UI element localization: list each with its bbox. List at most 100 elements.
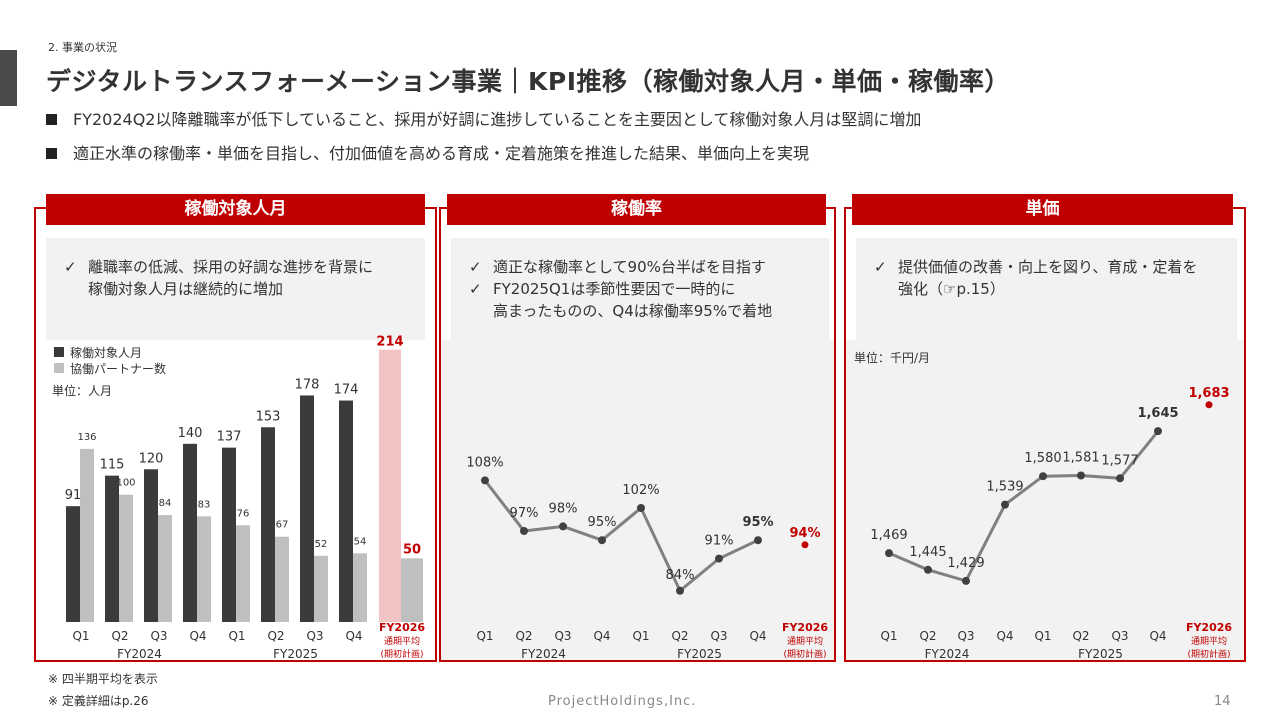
forecast-label: FY2026 [782, 621, 828, 634]
section-label: 2. 事業の状況 [48, 41, 117, 54]
x-tick-label: Q2 [1072, 629, 1089, 643]
forecast-value-label: 214 [376, 335, 403, 350]
x-tick-label: Q2 [267, 629, 284, 643]
bar-value-label: 84 [159, 498, 172, 509]
x-tick-label: Q2 [111, 629, 128, 643]
data-point [754, 536, 762, 545]
check-icon: ✓ [469, 258, 482, 276]
x-group-label: FY2024 [117, 647, 162, 661]
unit-label-unit-price: 単位：千円/月 [854, 351, 931, 365]
bar-value-label: 137 [217, 430, 242, 445]
bar-man-months [183, 443, 197, 622]
bar-value-label: 153 [256, 409, 281, 424]
x-tick-label: Q4 [593, 629, 610, 643]
data-point [962, 576, 970, 585]
forecast-point [1205, 401, 1213, 409]
forecast-value-label: 50 [403, 542, 421, 557]
bar-value-label: 83 [198, 499, 211, 510]
data-label: 95% [588, 515, 617, 530]
x-tick-label: Q4 [345, 629, 362, 643]
x-tick-label: Q4 [189, 629, 206, 643]
data-point [1116, 474, 1124, 483]
x-tick-label: Q4 [749, 629, 766, 643]
x-tick-label: Q2 [515, 629, 532, 643]
check-icon: ✓ [469, 280, 482, 298]
bullet-2: 適正水準の稼働率・単価を目指し、付加価値を高める育成・定着施策を推進した結果、単… [46, 140, 809, 164]
x-tick-label: Q3 [1111, 629, 1128, 643]
data-point [520, 527, 528, 535]
bar-value-label: 140 [178, 426, 203, 441]
x-group-label: FY2025 [1078, 647, 1123, 661]
forecast-sublabel: (期初計画) [380, 648, 423, 660]
footnote-1: ※ 四半期平均を表示 [48, 672, 158, 686]
plot-bg-utilization [441, 340, 834, 660]
panel-utilization-title: 稼働率 [447, 194, 826, 225]
x-tick-label: Q1 [72, 629, 89, 643]
data-label: 1,581 [1062, 451, 1099, 466]
x-tick-label: Q4 [996, 629, 1013, 643]
chart-utilization: 108% 97% 98% 95% 102% 84% 91% 95% 94% Q1 Q2 Q3 Q4 Q1 Q… [466, 455, 828, 661]
note-text: 強化（☞p.15） [898, 280, 1005, 298]
bar-value-label: 178 [295, 377, 320, 392]
data-label: 1,645 [1137, 406, 1178, 421]
data-label: 1,445 [909, 545, 946, 560]
plot-bg-unit-price [846, 340, 1244, 660]
data-label: 98% [549, 501, 578, 516]
x-tick-label: Q4 [1149, 629, 1166, 643]
x-tick-label: Q1 [632, 629, 649, 643]
data-label: 102% [622, 483, 659, 498]
check-icon: ✓ [64, 258, 77, 276]
data-point [481, 476, 489, 485]
bar-legend: 稼働対象人月 協働パートナー数 [54, 345, 166, 377]
x-tick-label: Q2 [919, 629, 936, 643]
note-row: 強化（☞p.15） [874, 278, 1227, 300]
forecast-label: FY2026 [1186, 621, 1232, 634]
company-name: ProjectHoldings,Inc. [548, 694, 697, 709]
legend-label: 協働パートナー数 [70, 362, 167, 376]
data-point [885, 549, 893, 558]
bullet-square-icon [46, 148, 57, 159]
bar-value-label: 115 [100, 458, 125, 473]
note-row: ✓ 離職率の低減、採用の好調な進捗を背景に [64, 256, 415, 278]
note-row: ✓ FY2025Q1は季節性要因で一時的に [469, 278, 819, 300]
bar-partners [80, 448, 94, 622]
data-label: 1,577 [1101, 453, 1138, 468]
data-label: 1,539 [986, 480, 1023, 495]
legend-swatch-light [54, 363, 64, 373]
bar-partners [158, 515, 172, 622]
data-label: 1,580 [1024, 451, 1061, 466]
data-label: 1,469 [870, 528, 907, 543]
data-point [598, 536, 606, 545]
bar-man-months [339, 400, 353, 622]
legend-item-partners: 協働パートナー数 [54, 361, 166, 377]
bar-partners [314, 555, 328, 622]
side-tab-marker [0, 50, 17, 106]
forecast-value-label: 94% [789, 526, 820, 541]
bar-value-label: 52 [315, 539, 328, 550]
forecast-value-label: 1,683 [1188, 386, 1229, 401]
page-title: デジタルトランスフォーメーション事業｜KPI推移（稼働対象人月・単価・稼働率） [46, 67, 1011, 96]
bar-partners [275, 536, 289, 622]
x-tick-label: Q3 [710, 629, 727, 643]
bar-man-months [300, 395, 314, 622]
data-point [559, 522, 567, 531]
series-line [483, 479, 759, 594]
note-text: 適正な稼働率として90%台半ばを目指す [493, 258, 766, 276]
x-group-label: FY2025 [273, 647, 318, 661]
forecast-point [801, 541, 809, 549]
chart-man-months: 91 136 115 100 120 84 140 83 137 76 153 67 178 52 174 5… [65, 335, 426, 661]
bar-man-months [144, 469, 158, 622]
data-point [1039, 472, 1047, 481]
x-group-label: FY2024 [521, 647, 566, 661]
bar-partners [353, 553, 367, 622]
x-group-label: FY2024 [925, 647, 970, 661]
data-point [924, 565, 932, 574]
x-group-label: FY2025 [677, 647, 722, 661]
bar-value-label: 76 [237, 508, 250, 519]
forecast-sublabel: 通期平均 [1191, 635, 1227, 647]
bar-value-label: 100 [116, 478, 135, 489]
x-tick-label: Q2 [671, 629, 688, 643]
bar-man-months [261, 427, 275, 622]
note-text: FY2025Q1は季節性要因で一時的に [493, 280, 736, 298]
